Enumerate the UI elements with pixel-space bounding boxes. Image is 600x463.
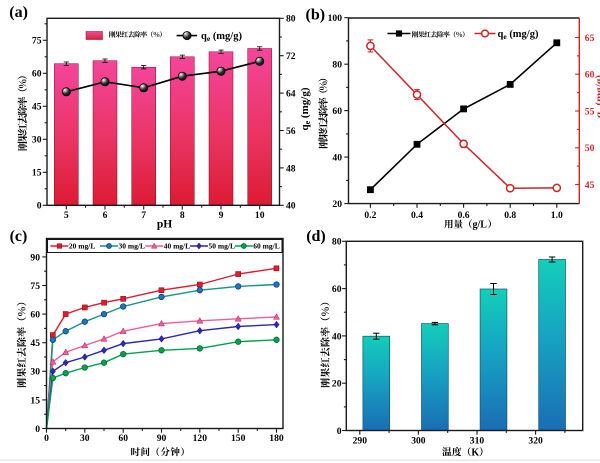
svg-text:310: 310 — [470, 436, 485, 447]
svg-text:48: 48 — [286, 163, 296, 174]
svg-text:75: 75 — [30, 281, 40, 292]
svg-text:0: 0 — [337, 426, 342, 437]
svg-text:60: 60 — [30, 310, 40, 321]
svg-text:40: 40 — [286, 201, 296, 212]
svg-text:0.2: 0.2 — [364, 210, 376, 221]
svg-text:50: 50 — [585, 143, 595, 154]
svg-text:qe (mg/g): qe (mg/g) — [201, 31, 242, 43]
svg-text:qe (mg/g): qe (mg/g) — [594, 75, 600, 118]
svg-text:30: 30 — [32, 135, 42, 146]
svg-text:6: 6 — [103, 210, 108, 221]
svg-text:8: 8 — [180, 210, 185, 221]
svg-text:45: 45 — [585, 180, 595, 191]
svg-text:30: 30 — [30, 367, 40, 378]
svg-text:320: 320 — [528, 436, 543, 447]
svg-text:150: 150 — [231, 433, 246, 444]
svg-text:30: 30 — [80, 433, 90, 444]
svg-text:80: 80 — [332, 237, 342, 248]
svg-text:100: 100 — [328, 13, 343, 24]
svg-text:180: 180 — [269, 433, 284, 444]
svg-text:(b): (b) — [306, 6, 326, 23]
svg-text:60: 60 — [332, 106, 342, 117]
svg-text:qe (mg/g): qe (mg/g) — [498, 29, 539, 41]
svg-text:0: 0 — [37, 201, 42, 212]
svg-text:20: 20 — [332, 199, 342, 210]
svg-text:75: 75 — [32, 36, 42, 47]
svg-text:qe (mg/g): qe (mg/g) — [299, 87, 312, 130]
svg-text:80: 80 — [286, 14, 296, 25]
svg-text:5: 5 — [64, 210, 69, 221]
svg-text:60: 60 — [32, 69, 42, 80]
svg-text:(a): (a) — [9, 4, 28, 21]
svg-text:30 mg/L: 30 mg/L — [119, 242, 145, 251]
svg-text:0.8: 0.8 — [504, 210, 516, 221]
svg-text:20 mg/L: 20 mg/L — [69, 242, 95, 251]
svg-text:pH: pH — [157, 219, 172, 231]
svg-text:55: 55 — [585, 106, 595, 117]
svg-text:64: 64 — [286, 89, 296, 100]
svg-text:0.6: 0.6 — [458, 210, 470, 221]
svg-text:20: 20 — [332, 379, 342, 390]
svg-text:9: 9 — [219, 210, 224, 221]
svg-text:0.4: 0.4 — [411, 210, 423, 221]
svg-text:15: 15 — [30, 395, 40, 406]
svg-text:60: 60 — [585, 70, 595, 81]
svg-text:1.0: 1.0 — [551, 210, 563, 221]
svg-text:60: 60 — [332, 284, 342, 295]
svg-text:(c): (c) — [10, 228, 28, 245]
svg-text:40: 40 — [332, 331, 342, 342]
svg-text:(d): (d) — [306, 228, 326, 245]
svg-text:120: 120 — [193, 433, 208, 444]
svg-text:65: 65 — [585, 33, 595, 44]
svg-text:60 mg/L: 60 mg/L — [253, 242, 279, 251]
svg-text:15: 15 — [32, 168, 42, 179]
svg-text:0: 0 — [35, 424, 40, 435]
svg-text:10: 10 — [255, 210, 265, 221]
svg-text:60: 60 — [118, 433, 128, 444]
svg-text:40: 40 — [332, 153, 342, 164]
svg-text:K: K — [471, 447, 479, 458]
svg-text:7: 7 — [141, 210, 146, 221]
svg-text:290: 290 — [353, 436, 368, 447]
svg-text:90: 90 — [30, 252, 40, 263]
svg-text:80: 80 — [332, 60, 342, 71]
svg-text:0: 0 — [44, 433, 49, 444]
svg-text:45: 45 — [30, 338, 40, 349]
svg-text:40 mg/L: 40 mg/L — [164, 242, 190, 251]
svg-text:300: 300 — [411, 436, 426, 447]
svg-text:56: 56 — [286, 126, 296, 137]
svg-text:50 mg/L: 50 mg/L — [209, 242, 235, 251]
svg-text:72: 72 — [286, 51, 296, 62]
svg-text:g/L: g/L — [473, 220, 488, 231]
svg-text:45: 45 — [32, 102, 42, 113]
svg-text:90: 90 — [157, 433, 167, 444]
